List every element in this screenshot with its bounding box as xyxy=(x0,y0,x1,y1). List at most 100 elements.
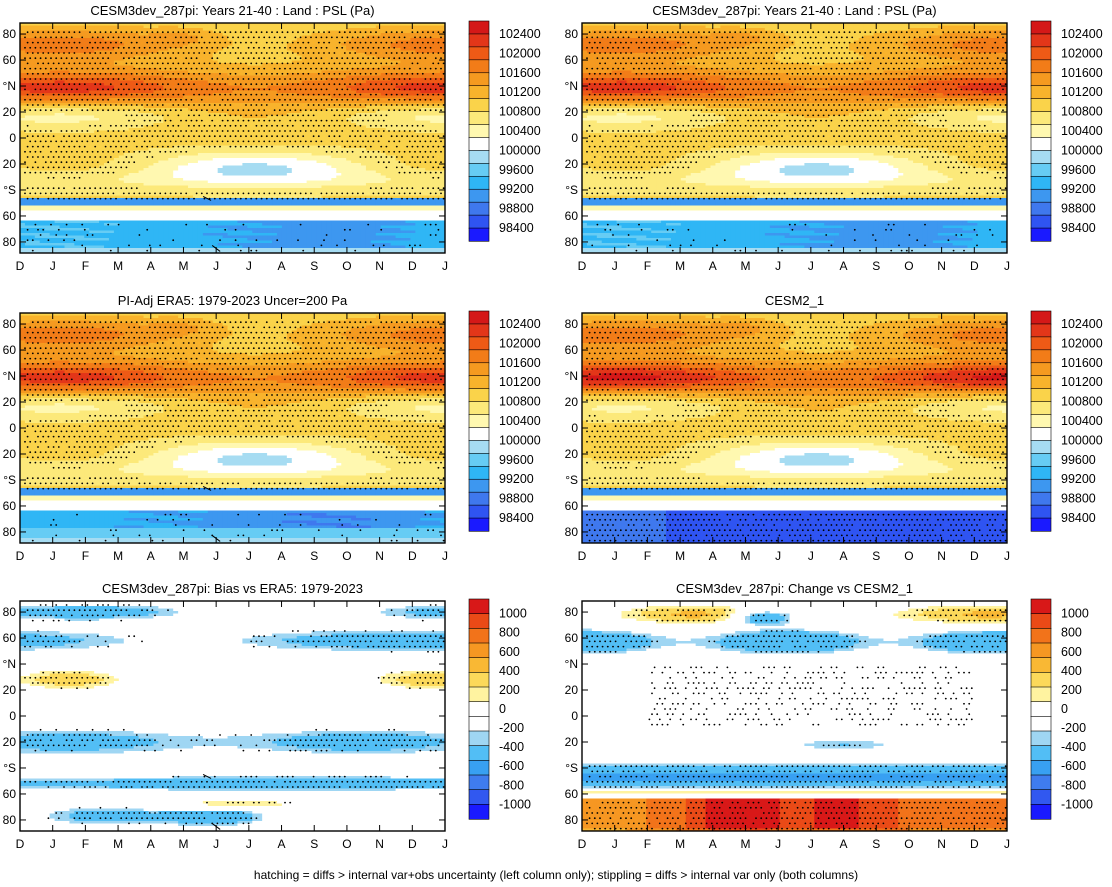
heatmap-cell xyxy=(123,110,130,114)
heatmap-cell xyxy=(370,50,377,54)
heatmap-cell xyxy=(227,88,234,92)
heatmap-cell xyxy=(74,93,80,97)
heatmap-cell xyxy=(356,93,362,97)
heatmap-cell xyxy=(79,158,85,162)
heatmap-cell xyxy=(415,158,421,162)
heatmap-cell xyxy=(207,130,214,134)
heatmap-cell xyxy=(336,135,342,139)
heatmap-cell xyxy=(415,118,421,122)
heatmap-cell xyxy=(143,140,150,144)
heatmap-cell xyxy=(44,78,51,82)
heatmap-cell xyxy=(59,93,66,97)
heatmap-cell xyxy=(306,98,313,102)
heatmap-cell xyxy=(39,123,46,127)
heatmap-cell xyxy=(79,115,85,119)
heatmap-cell xyxy=(148,98,155,102)
heatmap-cell xyxy=(178,95,184,99)
heatmap-cell xyxy=(192,163,199,167)
heatmap-cell xyxy=(336,75,342,79)
heatmap-cell xyxy=(212,78,219,82)
heatmap-cell xyxy=(237,135,243,139)
heatmap-cell xyxy=(207,55,214,59)
heatmap-cell xyxy=(346,143,352,147)
heatmap-cell xyxy=(336,25,342,29)
heatmap-cell xyxy=(118,108,125,112)
heatmap-cell xyxy=(311,113,318,117)
heatmap-cell xyxy=(20,105,26,109)
heatmap-cell xyxy=(113,70,120,74)
heatmap-cell xyxy=(301,108,308,112)
heatmap-cell xyxy=(415,108,421,112)
heatmap-cell xyxy=(34,105,41,109)
heatmap-cell xyxy=(405,38,412,42)
heatmap-cell xyxy=(69,85,75,89)
heatmap-cell xyxy=(183,65,189,69)
heatmap-cell xyxy=(296,125,303,129)
heatmap-cell xyxy=(89,163,95,167)
heatmap-cell xyxy=(425,58,431,62)
heatmap-cell xyxy=(291,110,298,114)
heatmap-cell xyxy=(410,70,416,74)
heatmap-cell xyxy=(430,53,436,57)
heatmap-cell xyxy=(84,103,90,107)
heatmap-cell xyxy=(69,60,75,64)
heatmap-cell xyxy=(197,150,204,154)
heatmap-cell xyxy=(222,100,229,104)
heatmap-cell xyxy=(202,58,209,62)
heatmap-cell xyxy=(197,70,204,74)
heatmap-cell xyxy=(168,113,174,117)
heatmap-cell xyxy=(276,50,283,54)
heatmap-cell xyxy=(395,165,402,169)
heatmap-cell xyxy=(415,120,421,124)
heatmap-cell xyxy=(44,70,51,74)
heatmap-cell xyxy=(168,100,174,104)
heatmap-cell xyxy=(153,33,159,37)
heatmap-cell xyxy=(123,98,130,102)
heatmap-cell xyxy=(222,68,229,72)
heatmap-cell xyxy=(108,105,115,109)
heatmap-cell xyxy=(113,115,120,119)
heatmap-cell xyxy=(29,120,36,124)
heatmap-cell xyxy=(44,123,51,127)
heatmap-cell xyxy=(49,93,56,97)
heatmap-cell xyxy=(99,155,105,159)
heatmap-cell xyxy=(163,93,169,97)
heatmap-cell xyxy=(138,50,145,54)
heatmap-cell xyxy=(440,128,445,132)
heatmap-cell xyxy=(341,75,347,79)
heatmap-cell xyxy=(430,68,436,72)
heatmap-cell xyxy=(148,118,155,122)
heatmap-cell xyxy=(158,25,164,29)
heatmap-cell xyxy=(222,133,229,137)
heatmap-cell xyxy=(267,50,273,54)
heatmap-cell xyxy=(49,138,56,142)
heatmap-cell xyxy=(59,113,66,117)
heatmap-cell xyxy=(49,98,56,102)
heatmap-cell xyxy=(34,78,41,82)
heatmap-cell xyxy=(316,123,323,127)
heatmap-cell xyxy=(410,63,416,67)
heatmap-cell xyxy=(192,80,199,84)
heatmap-cell xyxy=(188,118,194,122)
heatmap-cell xyxy=(321,38,327,42)
heatmap-cell xyxy=(54,43,61,47)
heatmap-cell xyxy=(356,25,362,29)
heatmap-cell xyxy=(20,115,26,119)
heatmap-cell xyxy=(311,65,318,69)
heatmap-cell xyxy=(232,118,239,122)
heatmap-cell xyxy=(192,65,199,69)
heatmap-cell xyxy=(222,158,229,162)
heatmap-cell xyxy=(267,23,273,27)
heatmap-cell xyxy=(291,45,298,49)
heatmap-cell xyxy=(400,30,407,34)
heatmap-cell xyxy=(301,125,308,129)
heatmap-cell xyxy=(395,93,402,97)
heatmap-cell xyxy=(118,130,125,134)
heatmap-cell xyxy=(89,135,95,139)
heatmap-cell xyxy=(173,63,179,67)
heatmap-cell xyxy=(390,65,397,69)
heatmap-cell xyxy=(306,145,313,149)
heatmap-cell xyxy=(237,138,243,142)
heatmap-cell xyxy=(395,90,402,94)
heatmap-cell xyxy=(34,138,41,142)
